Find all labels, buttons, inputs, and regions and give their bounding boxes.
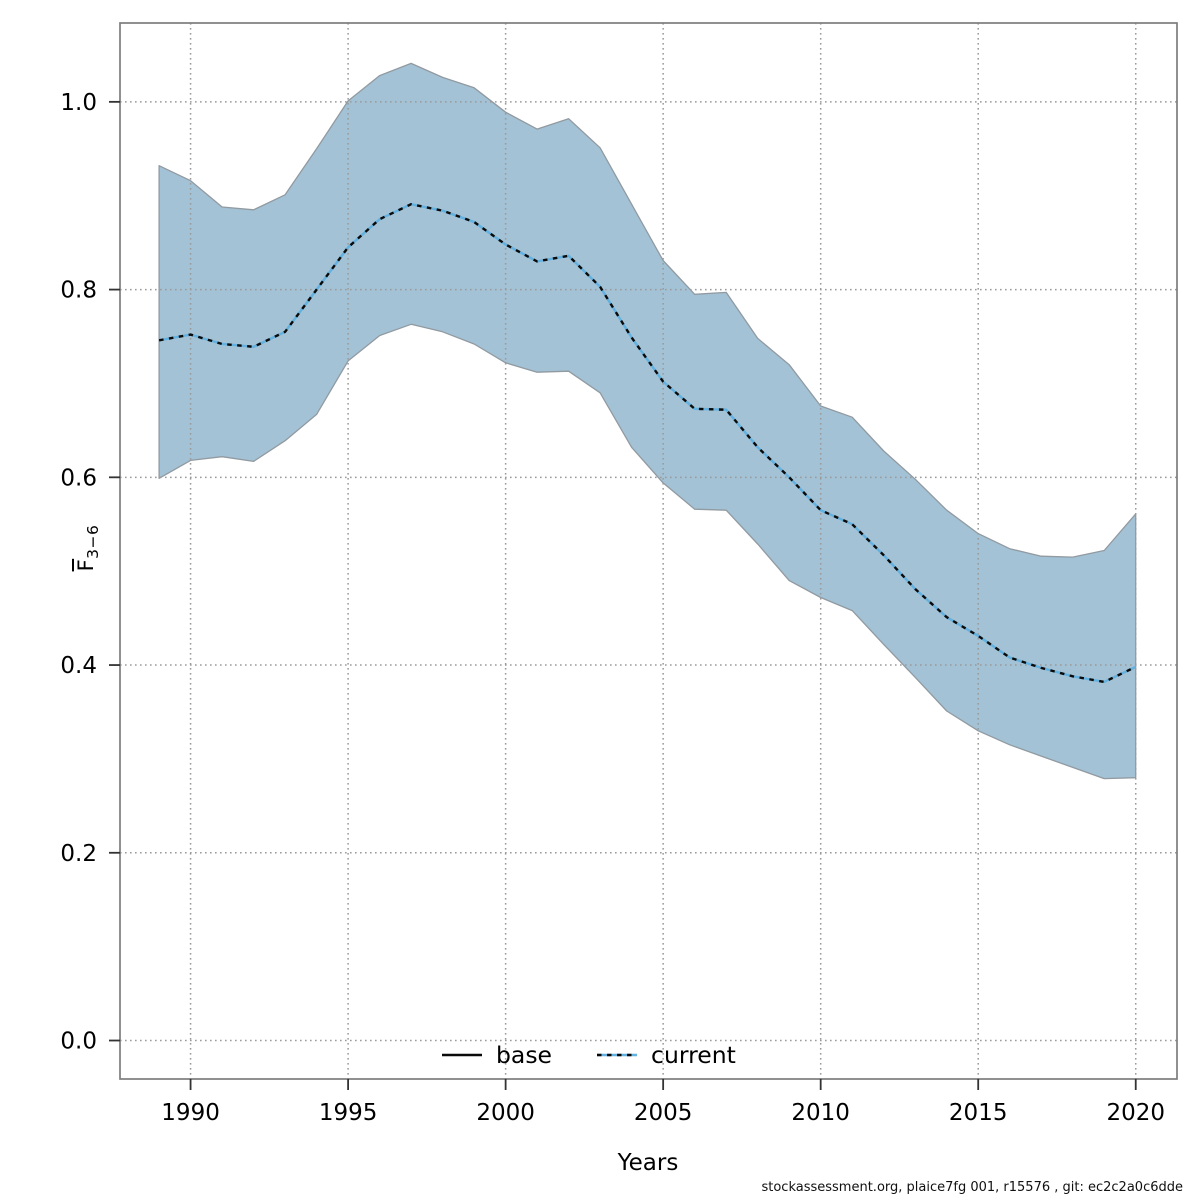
legend-item-current: current — [596, 1041, 736, 1069]
legend-item-base: base — [441, 1041, 552, 1069]
svg-text:0.0: 0.0 — [60, 1029, 97, 1055]
confidence-band — [158, 62, 1137, 780]
y-axis-title: F3−6 — [74, 525, 102, 572]
svg-text:0.4: 0.4 — [60, 653, 97, 679]
svg-text:1.0: 1.0 — [60, 90, 97, 116]
y-tick-labels: 0.0 0.2 0.4 0.6 0.8 1.0 — [60, 90, 97, 1055]
svg-text:0.8: 0.8 — [60, 278, 97, 304]
plot-border — [119, 22, 1178, 1080]
y-axis-title-fbar: F — [74, 558, 98, 572]
current-line — [158, 202, 1137, 684]
source-footnote: stockassessment.org, plaice7fg 001, r155… — [761, 1180, 1183, 1195]
gridlines — [120, 23, 1177, 1079]
base-line-sample-icon — [442, 1053, 482, 1057]
svg-text:2015: 2015 — [949, 1100, 1008, 1126]
x-tick-labels: 1990 1995 2000 2005 2010 2015 2020 — [161, 1100, 1165, 1126]
x-axis-title: Years — [617, 1150, 679, 1176]
legend-label-current: current — [651, 1041, 736, 1069]
svg-text:2020: 2020 — [1106, 1100, 1165, 1126]
svg-text:2005: 2005 — [634, 1100, 693, 1126]
current-line-sample-icon — [597, 1053, 638, 1057]
current-line-black-dash — [158, 202, 1137, 684]
legend: base current — [441, 1041, 736, 1069]
legend-label-base: base — [496, 1041, 553, 1069]
svg-text:1990: 1990 — [161, 1100, 220, 1126]
svg-text:2010: 2010 — [791, 1100, 850, 1126]
svg-text:1995: 1995 — [319, 1100, 378, 1126]
axis-ticks — [109, 100, 1137, 1090]
svg-text:0.2: 0.2 — [60, 841, 97, 867]
svg-text:2000: 2000 — [476, 1100, 535, 1126]
y-axis-title-subscript: 3−6 — [84, 524, 102, 559]
svg-text:0.6: 0.6 — [60, 465, 97, 491]
